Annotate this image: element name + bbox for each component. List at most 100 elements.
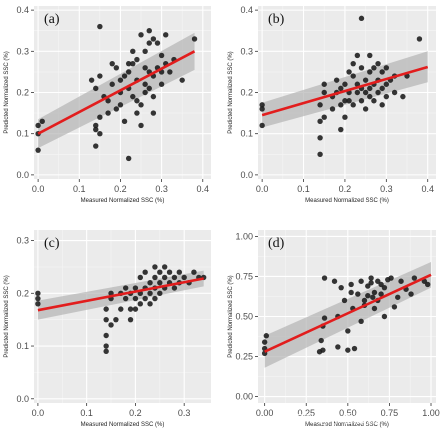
data-point [125,69,132,75]
data-point [35,295,41,302]
y-axis-title: Predicted Normalized SSC (%) [228,275,234,357]
data-point [365,283,371,289]
y-tick-label: 0.3 [16,46,29,56]
data-point [113,316,119,323]
panel-label: (a) [44,12,60,27]
data-point [358,98,365,104]
data-point [342,98,348,104]
x-tick-label: 0.0 [256,184,269,194]
y-axis-title: Predicted Normalized SSC (%) [228,51,234,133]
data-point [342,81,348,87]
data-point [191,269,197,275]
data-point [103,306,109,312]
data-point [368,280,374,286]
y-tick-label: 0.00 [235,392,253,402]
data-point [383,93,390,100]
x-tick-label: 0.4 [197,184,210,194]
data-point [348,281,354,288]
data-point [371,98,377,104]
x-tick-label: 0.0 [32,408,45,418]
regression-line [37,50,196,135]
data-point [138,102,144,108]
data-point [321,81,327,87]
data-point [346,98,352,104]
data-point [142,48,148,55]
panel-a: 0.0 0.1 0.2 0.3 0.4 0.0 0.1 0.2 0.3 0.4 Measured N… [4,5,211,204]
data-point [379,85,385,92]
data-point [367,52,373,59]
data-point [142,295,148,302]
data-point [350,60,356,67]
data-point [35,301,41,307]
data-point [317,118,323,125]
data-point [132,295,139,302]
y-tick-label: 0.0 [16,170,29,180]
data-point [97,73,103,79]
data-point [378,281,384,288]
data-point [341,297,348,304]
data-point [166,269,173,275]
data-point [263,333,270,339]
data-point [338,85,344,92]
data-point [358,318,364,325]
data-point [113,106,120,112]
regression-line [261,65,429,117]
y-tick-label: 0.1 [16,341,29,351]
data-point [350,102,356,108]
data-point [93,85,99,92]
confidence-band [264,262,432,368]
data-point [318,337,324,344]
data-point [348,289,354,296]
panel-label: (b) [268,12,285,27]
data-point [362,89,369,96]
data-point [365,292,371,299]
data-point [424,281,431,288]
data-point [350,73,356,79]
regression-line [37,277,204,312]
data-point [388,275,394,281]
data-point [150,93,157,100]
data-point [321,315,328,321]
data-point [367,93,373,100]
panel-label: (d) [268,236,285,251]
data-point [375,89,381,96]
data-point [362,106,369,112]
data-point [259,102,265,108]
data-point [354,52,361,59]
data-point [371,65,377,71]
y-tick-label: 0.50 [235,312,253,322]
y-tick-label: 0.3 [16,236,29,246]
y-tick-label: 0.4 [240,5,253,15]
data-point [358,65,365,71]
data-point [261,339,268,345]
data-point [367,85,373,92]
data-point [134,110,140,116]
data-point [152,274,158,281]
data-point [345,347,351,353]
data-point [35,290,41,296]
data-point [137,274,143,281]
data-point [157,280,163,286]
data-point [342,114,348,120]
data-point [97,23,103,30]
data-point [181,274,187,281]
data-point [108,322,114,328]
panel-d: 0.00 0.25 0.50 0.75 1.00 0.00 0.25 0.50 0.75 1.00… [228,230,440,428]
data-point [335,344,341,350]
data-point [161,274,168,281]
x-tick-label: 0.25 [297,408,315,418]
data-point [138,32,144,38]
data-point [381,284,388,291]
data-point [117,102,124,108]
x-axis-title: Measured Normalized SSC (%) [305,198,389,204]
data-point [93,122,99,129]
data-point [103,332,109,339]
data-point [127,316,134,323]
data-point [361,297,368,304]
data-point [371,289,378,296]
data-point [88,77,95,83]
data-point [317,151,323,157]
y-tick-label: 0.2 [16,88,29,98]
data-point [370,294,376,300]
